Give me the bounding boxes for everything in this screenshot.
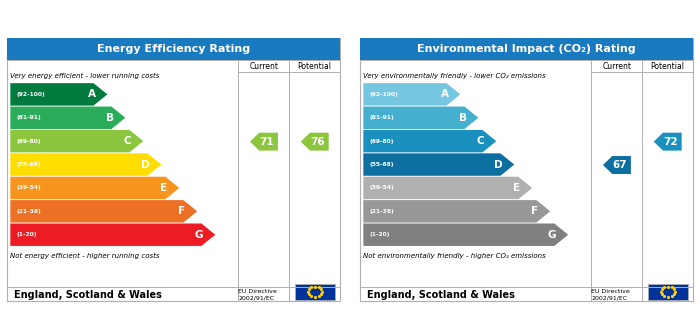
Text: (92-100): (92-100): [17, 92, 46, 97]
Polygon shape: [10, 224, 215, 246]
Polygon shape: [301, 133, 329, 151]
Text: Very environmentally friendly - lower CO₂ emissions: Very environmentally friendly - lower CO…: [363, 72, 546, 79]
Bar: [295, 284, 335, 300]
Polygon shape: [10, 153, 161, 176]
Text: G: G: [548, 230, 556, 240]
Text: Not energy efficient - higher running costs: Not energy efficient - higher running co…: [10, 253, 160, 259]
Text: F: F: [531, 206, 538, 216]
Text: (55-68): (55-68): [17, 162, 41, 167]
Text: (1-20): (1-20): [370, 232, 391, 237]
Text: E: E: [513, 183, 521, 193]
Text: (21-38): (21-38): [17, 209, 42, 214]
Bar: [7, 38, 340, 60]
Text: 76: 76: [310, 137, 325, 146]
Text: (21-38): (21-38): [370, 209, 395, 214]
Polygon shape: [603, 156, 631, 174]
Polygon shape: [10, 83, 107, 106]
Text: B: B: [106, 113, 113, 123]
Text: England, Scotland & Wales: England, Scotland & Wales: [14, 289, 162, 300]
Text: Current: Current: [249, 62, 279, 71]
Polygon shape: [363, 177, 532, 199]
Text: EU Directive
2002/91/EC: EU Directive 2002/91/EC: [592, 289, 630, 301]
Text: B: B: [458, 113, 466, 123]
Bar: [648, 284, 688, 300]
Text: G: G: [195, 230, 204, 240]
Polygon shape: [10, 106, 125, 129]
Text: 71: 71: [259, 137, 274, 146]
Text: E: E: [160, 183, 167, 193]
Polygon shape: [250, 133, 278, 151]
Text: (81-91): (81-91): [370, 115, 395, 120]
Text: A: A: [440, 89, 449, 99]
Polygon shape: [363, 224, 568, 246]
Text: A: A: [88, 89, 96, 99]
Text: F: F: [178, 206, 186, 216]
Text: C: C: [124, 136, 132, 146]
Polygon shape: [363, 106, 478, 129]
Text: England, Scotland & Wales: England, Scotland & Wales: [367, 289, 514, 300]
Text: (69-80): (69-80): [17, 139, 41, 144]
Text: Potential: Potential: [298, 62, 332, 71]
Bar: [360, 38, 693, 60]
Polygon shape: [10, 177, 179, 199]
Text: Environmental Impact (CO₂) Rating: Environmental Impact (CO₂) Rating: [417, 44, 636, 54]
Text: Current: Current: [603, 62, 631, 71]
Text: D: D: [141, 160, 150, 169]
Text: (39-54): (39-54): [370, 186, 395, 191]
Polygon shape: [363, 130, 496, 152]
Text: 72: 72: [663, 137, 678, 146]
Text: (92-100): (92-100): [370, 92, 399, 97]
Polygon shape: [10, 200, 197, 222]
Text: (39-54): (39-54): [17, 186, 42, 191]
Text: D: D: [494, 160, 503, 169]
Text: Not environmentally friendly - higher CO₂ emissions: Not environmentally friendly - higher CO…: [363, 253, 546, 259]
Text: Potential: Potential: [651, 62, 685, 71]
Text: (81-91): (81-91): [17, 115, 42, 120]
Text: EU Directive
2002/91/EC: EU Directive 2002/91/EC: [239, 289, 277, 301]
Polygon shape: [363, 153, 514, 176]
Text: (69-80): (69-80): [370, 139, 395, 144]
Polygon shape: [10, 130, 144, 152]
Polygon shape: [654, 133, 682, 151]
Polygon shape: [363, 200, 550, 222]
Polygon shape: [363, 83, 461, 106]
Text: (1-20): (1-20): [17, 232, 38, 237]
Text: Energy Efficiency Rating: Energy Efficiency Rating: [97, 44, 250, 54]
Text: 67: 67: [612, 160, 627, 170]
Text: Very energy efficient - lower running costs: Very energy efficient - lower running co…: [10, 72, 160, 79]
Text: C: C: [477, 136, 484, 146]
Text: (55-68): (55-68): [370, 162, 395, 167]
